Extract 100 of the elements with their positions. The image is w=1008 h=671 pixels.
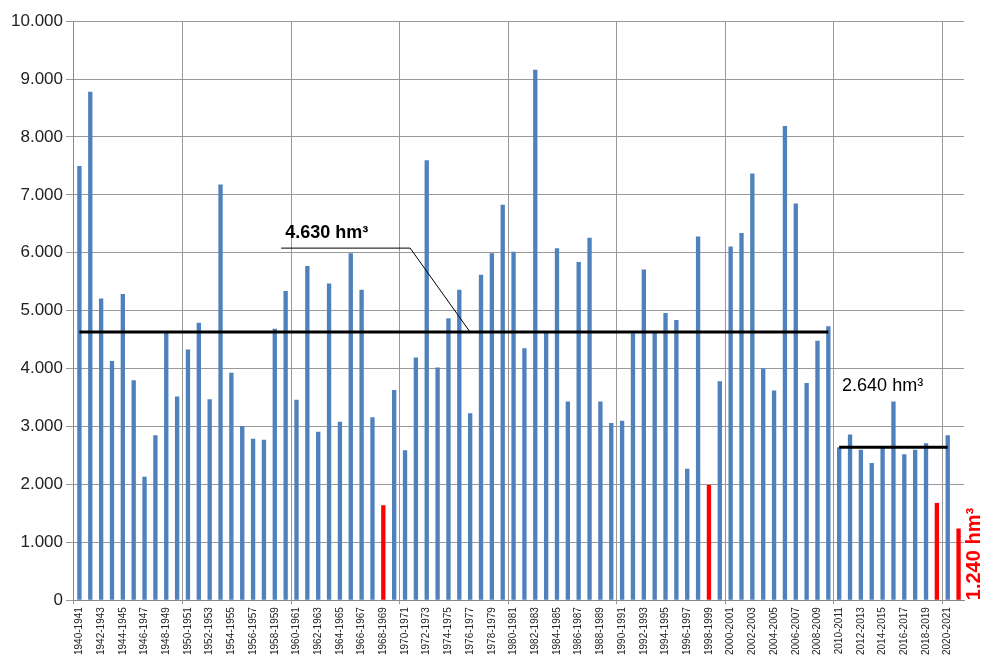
bar (164, 332, 169, 600)
x-tick-label: 2012-2013 (854, 606, 866, 656)
x-tick-label: 1994-1995 (659, 606, 671, 656)
bar (435, 367, 440, 600)
x-tick-label: 1962-1963 (311, 606, 323, 656)
bar (142, 476, 147, 600)
bar (663, 313, 668, 600)
y-tick-label: 1.000 (20, 531, 63, 551)
data-label: 1.240 hm³ (962, 507, 985, 601)
x-tick-label: 1954-1955 (225, 606, 237, 656)
x-tick-label: 1970-1971 (398, 606, 410, 656)
x-tick-label: 2002-2003 (746, 606, 758, 656)
bar (392, 390, 397, 600)
x-tick-label: 2004-2005 (767, 606, 779, 656)
x-tick-label: 1966-1967 (355, 606, 367, 656)
bar (88, 91, 93, 600)
x-tick-label: 1984-1985 (550, 606, 562, 656)
bar (467, 413, 473, 600)
y-tick-label: 0 (53, 589, 63, 609)
x-tick-label: 2016-2017 (898, 606, 910, 656)
bar (196, 322, 201, 600)
bar (478, 274, 484, 600)
bar (348, 253, 353, 600)
bar (782, 126, 788, 600)
bar (533, 69, 538, 600)
bar (153, 435, 158, 600)
bar (912, 449, 918, 600)
bar (446, 318, 451, 600)
bar (337, 421, 343, 600)
x-tick-label: 2010-2011 (832, 606, 844, 655)
x-tick-label: 1976-1977 (463, 606, 475, 656)
x-tick-label: 1982-1983 (529, 606, 541, 656)
bar (565, 401, 571, 600)
y-tick-label: 4.000 (20, 358, 63, 378)
bar (923, 443, 929, 600)
bar (457, 289, 462, 600)
bar (120, 293, 126, 600)
bar (131, 380, 136, 600)
x-tick-label: 1946-1947 (138, 606, 150, 656)
x-tick-label: 1960-1961 (290, 606, 302, 656)
y-tick-label: 9.000 (20, 68, 63, 88)
bar (934, 502, 940, 600)
bar (685, 468, 690, 600)
x-tick-label: 1996-1997 (680, 606, 692, 656)
bar (869, 462, 874, 600)
bar (717, 381, 722, 600)
bar (619, 420, 625, 600)
x-tick-label: 2008-2009 (811, 606, 823, 656)
bar (880, 447, 885, 600)
bar (489, 253, 495, 600)
x-tick-label: 1950-1951 (181, 606, 193, 656)
bar (793, 203, 798, 600)
x-tick-label: 1944-1945 (116, 606, 128, 656)
bar (283, 291, 288, 600)
x-tick-label: 1974-1975 (442, 606, 454, 656)
x-tick-label: 1968-1969 (377, 606, 389, 656)
bar (305, 266, 310, 600)
bar (229, 372, 234, 600)
bar (174, 396, 180, 600)
bar (706, 484, 712, 600)
bar (858, 449, 864, 600)
bar (728, 246, 733, 600)
bar (240, 425, 245, 600)
y-tick-label: 5.000 (20, 300, 63, 320)
bar (826, 326, 831, 600)
y-tick-label: 8.000 (20, 126, 63, 146)
bar (815, 340, 820, 600)
y-tick-label: 3.000 (20, 416, 63, 436)
bar (956, 528, 961, 600)
x-tick-label: 1940-1941 (73, 606, 85, 656)
bar (359, 289, 364, 600)
bar (750, 173, 755, 600)
x-tick-label: 1988-1989 (594, 606, 606, 656)
x-tick-label: 1964-1965 (333, 606, 345, 656)
bar (185, 349, 191, 600)
bar (511, 251, 516, 600)
x-tick-label: 2014-2015 (876, 606, 888, 656)
bar (413, 357, 419, 600)
x-tick-label: 2018-2019 (919, 606, 931, 656)
x-tick-label: 1948-1949 (160, 606, 171, 656)
x-tick-label: 1978-1979 (485, 606, 497, 656)
bar (598, 401, 603, 600)
bar (609, 423, 614, 600)
bar (902, 454, 907, 600)
bar (761, 368, 766, 600)
bar (77, 165, 82, 600)
y-tick-label: 10.000 (11, 10, 63, 30)
x-tick-label: 1998-1999 (702, 606, 714, 656)
x-tick-label: 1958-1959 (268, 606, 280, 656)
bar (891, 401, 896, 600)
bar (847, 434, 853, 600)
x-tick-label: 1992-1993 (637, 606, 649, 656)
bar (381, 505, 386, 600)
bar (402, 450, 408, 600)
bar (272, 328, 277, 600)
bar (837, 447, 842, 600)
bar (261, 439, 267, 600)
annotation: 4.630 hm³ (285, 222, 369, 243)
bar (641, 269, 646, 600)
bar (326, 283, 332, 600)
